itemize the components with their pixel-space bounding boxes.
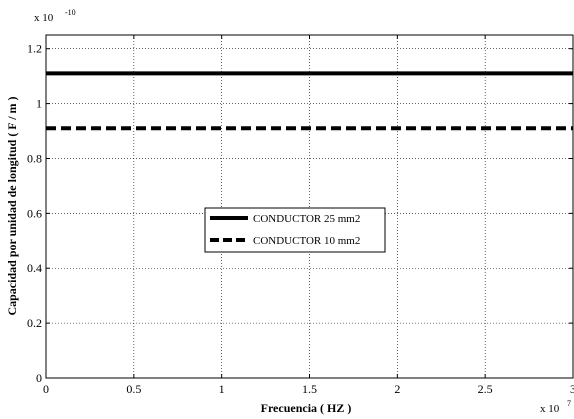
x-exponent-power: 7	[567, 399, 571, 408]
x-tick-label: 3	[570, 382, 574, 396]
x-tick-label: 0	[43, 382, 49, 396]
y-exponent-base: x 10	[34, 12, 54, 24]
series	[46, 71, 573, 131]
y-tick-label: 0.4	[27, 261, 42, 275]
y-tick-label: 0	[36, 371, 42, 385]
y-axis-label: Capacidad por unidad de longitud ( F / m…	[5, 96, 19, 315]
y-exponent-power: -10	[65, 8, 76, 17]
legend: CONDUCTOR 25 mm2 CONDUCTOR 10 mm2	[204, 207, 386, 253]
y-tick-label: 0.6	[27, 206, 42, 220]
x-tick-label: 1.5	[302, 382, 317, 396]
x-axis-label: Frecuencia ( HZ )	[261, 401, 352, 415]
legend-box	[204, 207, 386, 253]
legend-label-conductor-10: CONDUCTOR 10 mm2	[253, 235, 360, 247]
y-tick-label: 0.8	[27, 151, 42, 165]
x-tick-label: 1	[219, 382, 225, 396]
grid	[46, 35, 573, 378]
y-tick-label: 1.2	[27, 42, 42, 56]
legend-label-conductor-25: CONDUCTOR 25 mm2	[253, 213, 360, 225]
x-tick-label: 2	[394, 382, 400, 396]
x-exponent-base: x 10	[540, 403, 560, 415]
x-axis-exponent: x 10 7	[540, 399, 571, 415]
y-axis-exponent: x 10 -10	[34, 8, 76, 24]
ticks: 0 0.5 1 1.5 2 2.5 3 0 0.2 0.4 0.6 0.8 1 1.2	[27, 35, 574, 396]
y-tick-label: 0.2	[27, 316, 42, 330]
x-tick-label: 2.5	[478, 382, 493, 396]
x-tick-label: 0.5	[126, 382, 141, 396]
y-tick-label: 1	[36, 97, 42, 111]
